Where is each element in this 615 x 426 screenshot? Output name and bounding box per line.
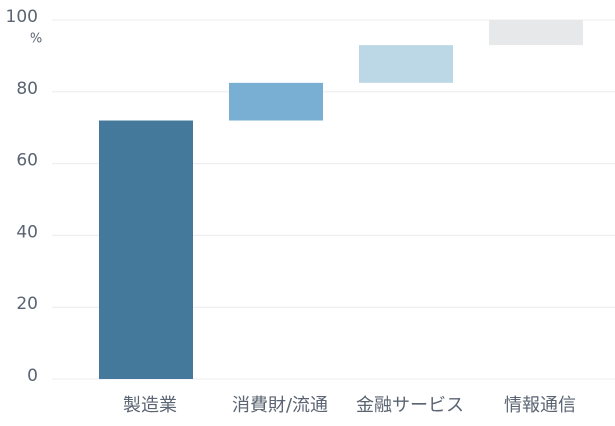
- y-tick-label: 20: [16, 294, 38, 314]
- bar: [229, 82, 323, 121]
- y-axis-unit: %: [30, 32, 42, 47]
- x-tick-label: 製造業: [123, 395, 177, 416]
- y-tick-label: 0: [27, 366, 38, 386]
- bar: [99, 120, 193, 380]
- y-tick-label: 100: [6, 7, 38, 27]
- bar: [489, 20, 583, 46]
- y-tick-label: 80: [16, 79, 38, 99]
- x-tick-label: 金融サービス: [356, 395, 464, 416]
- bar: [359, 45, 453, 83]
- x-tick-label: 情報通信: [504, 395, 576, 416]
- y-tick-label: 60: [16, 151, 38, 171]
- x-tick-label: 消費財/流通: [232, 395, 328, 416]
- y-tick-label: 40: [16, 222, 38, 242]
